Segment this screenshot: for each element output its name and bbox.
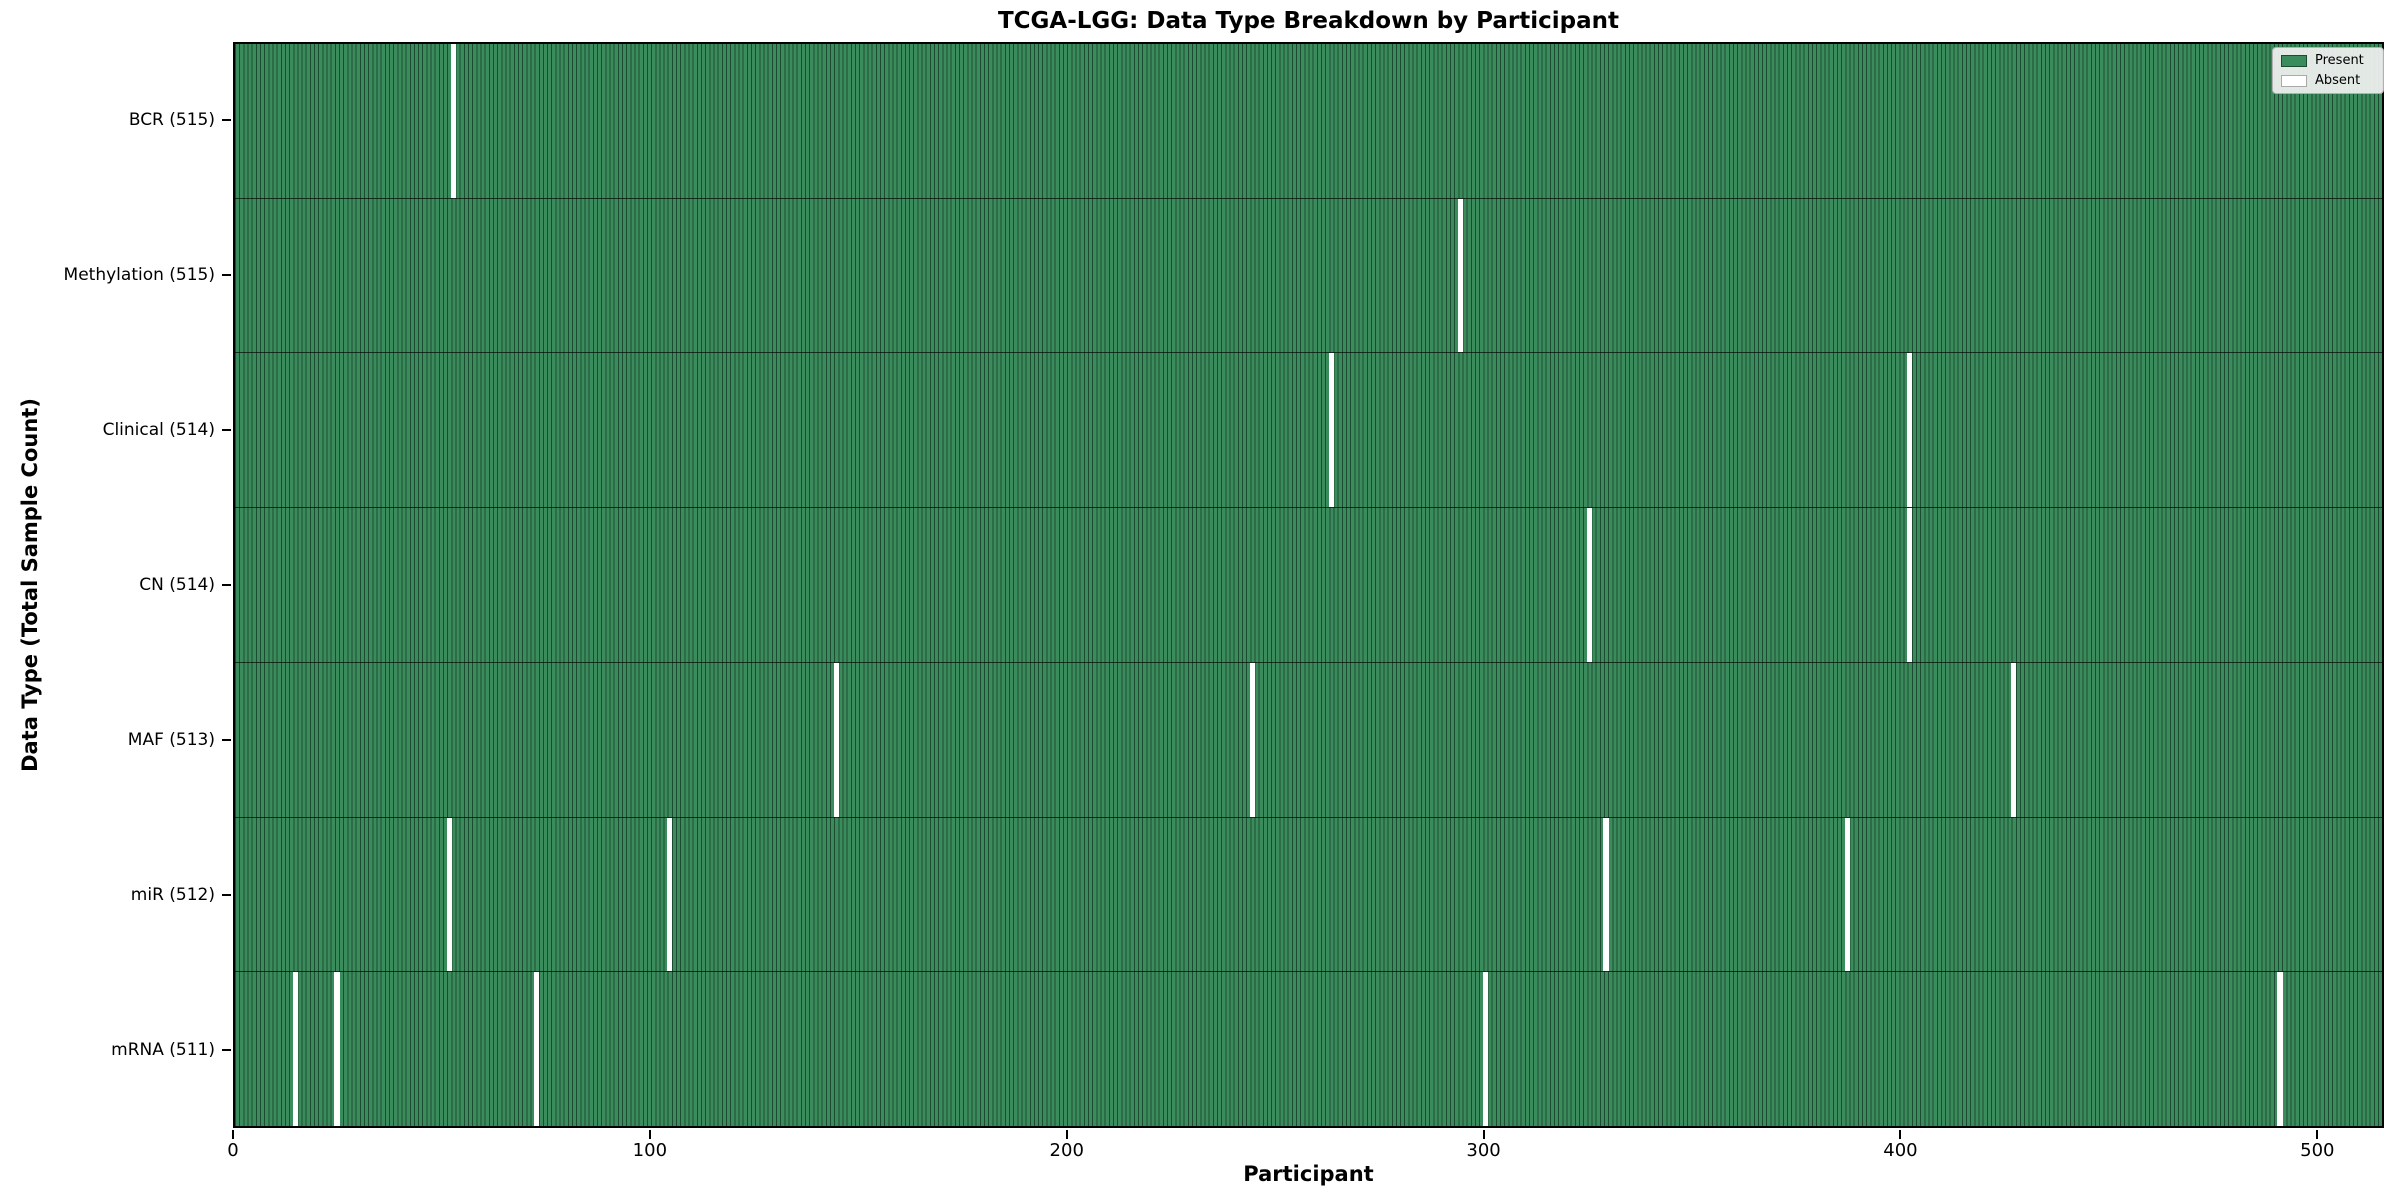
y-tick-label-bcr: BCR (515)	[128, 109, 215, 130]
y-tick-label-cn: CN (514)	[139, 575, 215, 595]
chart-title: TCGA-LGG: Data Type Breakdown by Partici…	[997, 8, 1620, 34]
absent-gap-mrna-72	[534, 972, 540, 1127]
x-tick-mark	[232, 1130, 234, 1139]
y-axis: BCR (515) Methylation (515) Clinical (514)…	[0, 42, 233, 1128]
y-tick-mark	[222, 894, 231, 897]
y-tick-label-maf: MAF (513)	[127, 730, 215, 751]
absent-gap-mrna-14	[292, 972, 298, 1127]
absent-gap-maf-144	[833, 662, 839, 817]
row-mir	[235, 817, 2382, 973]
legend-label: Present	[2315, 53, 2364, 68]
absent-gap-mir-51	[446, 817, 452, 972]
x-tick-mark	[1065, 1130, 1068, 1139]
x-tick-mark	[2316, 1130, 2319, 1139]
legend-label: Absent	[2315, 73, 2361, 88]
x-tick-mark	[648, 1130, 651, 1139]
y-tick-mark	[222, 1049, 231, 1052]
x-tick-label-200: 200	[1049, 1140, 1084, 1161]
absent-gap-maf-244	[1249, 662, 1255, 817]
x-tick-label-100: 100	[632, 1140, 668, 1161]
absent-gap-cn-325	[1586, 508, 1592, 662]
absent-gap-maf-427	[2011, 662, 2017, 817]
absent-swatch-icon	[2281, 74, 2307, 87]
row-bcr	[235, 44, 2382, 199]
y-tick-mark	[222, 739, 231, 742]
row-mrna	[235, 972, 2382, 1127]
y-tick-mark	[222, 584, 231, 586]
legend-entry-present: Present	[2281, 53, 2375, 68]
absent-gap-methylation-294	[1457, 198, 1463, 353]
y-tick-label-methylation: Methylation (515)	[63, 264, 215, 285]
y-tick-mark	[222, 118, 231, 121]
row-cn	[235, 508, 2382, 663]
y-tick-label-mir: miR (512)	[130, 885, 215, 906]
absent-gap-mir-104	[667, 817, 673, 972]
x-axis-title: Participant	[1243, 1162, 1374, 1186]
absent-gap-clinical-263	[1328, 353, 1334, 508]
absent-gap-mrna-300	[1482, 972, 1488, 1127]
row-clinical	[235, 353, 2382, 509]
absent-gap-mrna-24	[334, 972, 340, 1127]
absent-gap-mrna-491	[2277, 972, 2283, 1127]
absent-gap-mir-329	[1603, 817, 1609, 972]
x-axis: 0 100 200 300 400 500	[227, 1128, 2384, 1168]
row-methylation	[235, 198, 2382, 354]
x-tick-label-300: 300	[1466, 1140, 1501, 1161]
absent-gap-mir-387	[1844, 817, 1850, 972]
legend-entry-absent: Absent	[2281, 73, 2375, 88]
absent-gap-cn-402	[1907, 508, 1913, 662]
row-maf	[235, 662, 2382, 818]
x-tick-mark	[1899, 1130, 1902, 1139]
x-tick-label-400: 400	[1883, 1140, 1918, 1161]
x-tick-label-500: 500	[2300, 1140, 2335, 1161]
absent-gap-clinical-402	[1907, 353, 1913, 508]
y-tick-label-clinical: Clinical (514)	[102, 419, 215, 440]
y-tick-label-mrna: mRNA (511)	[111, 1040, 215, 1061]
x-tick-label-0: 0	[227, 1140, 239, 1161]
absent-gap-bcr-52	[450, 44, 457, 198]
y-tick-mark	[222, 428, 231, 431]
plot-area	[233, 42, 2384, 1128]
x-tick-mark	[1482, 1130, 1485, 1139]
legend: Present Absent	[2272, 47, 2384, 94]
y-tick-mark	[222, 273, 231, 276]
present-swatch-icon	[2281, 54, 2307, 67]
